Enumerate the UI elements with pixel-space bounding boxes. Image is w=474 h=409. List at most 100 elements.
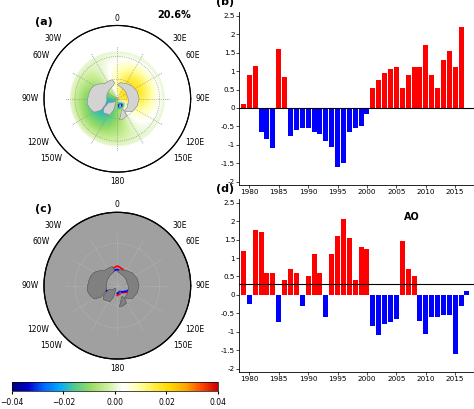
Point [88,80,96,86]
Point [116,96,123,102]
Point [95,83,103,90]
Point [117,100,124,106]
Point [138,127,146,133]
Point [146,81,153,88]
Point [119,111,127,118]
Point [115,90,122,97]
Point [108,96,115,102]
Point [133,53,140,59]
Point [114,73,121,80]
Point [126,84,134,91]
Point [112,91,120,98]
Point [94,58,101,65]
Point [82,112,90,119]
Point [113,96,121,102]
Bar [418,67,422,108]
Point [125,99,132,105]
Point [137,118,144,124]
Point [113,96,121,102]
Point [106,93,113,99]
Point [138,88,146,94]
Point [78,103,86,110]
Point [91,77,99,84]
Point [110,97,118,103]
Point [101,90,109,97]
Point [101,101,109,107]
Point [128,83,136,90]
Point [118,83,125,89]
Point [117,94,125,101]
Point [78,70,85,76]
Point [123,106,131,112]
Point [93,90,101,97]
Point [114,94,121,101]
Point [108,93,116,100]
Point [118,97,125,103]
Point [117,50,124,56]
Point [110,97,118,103]
Point [108,95,115,101]
Point [108,84,115,91]
Point [104,83,112,90]
Point [113,96,121,102]
Point [106,102,113,109]
Point [100,80,108,87]
Point [99,71,107,77]
Point [140,86,148,92]
Point [134,70,141,76]
Point [100,75,108,82]
Point [104,110,111,117]
Point [137,108,145,115]
Point [88,96,95,102]
Point [138,105,146,111]
Point [114,92,121,98]
Point [105,71,112,77]
Point [141,94,148,101]
Point [105,85,113,91]
Point [118,80,126,87]
Point [117,95,124,101]
Point [125,106,133,112]
Point [109,96,117,102]
Point [113,96,120,102]
Point [131,97,138,104]
Point [146,91,154,97]
Point [93,96,101,102]
Point [114,83,122,89]
Point [146,100,153,106]
Point [104,81,112,88]
Point [114,83,121,90]
Point [116,118,124,125]
Point [81,103,89,110]
Point [122,93,130,99]
Point [115,96,122,103]
Point [153,113,161,120]
Point [108,104,116,111]
Point [129,99,137,106]
Point [119,106,127,112]
Point [108,104,115,110]
Point [114,92,121,99]
Point [114,94,122,101]
Point [145,120,153,127]
Point [107,108,114,115]
Point [120,102,128,109]
Point [115,118,123,124]
Point [155,114,162,120]
Point [133,84,140,91]
Point [102,103,109,109]
Point [131,99,139,105]
Point [128,67,135,74]
Point [114,108,121,115]
Point [126,53,133,60]
Point [108,97,115,103]
Point [100,94,107,101]
Point [109,97,117,103]
Point [88,91,96,98]
Point [123,115,131,122]
Point [76,76,84,82]
Point [132,119,139,126]
Point [111,95,118,101]
Point [91,126,99,133]
Point [120,81,128,88]
